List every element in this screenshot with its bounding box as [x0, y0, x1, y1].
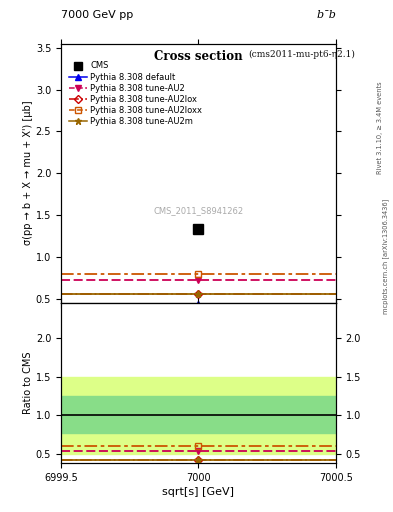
- Text: 7000 GeV pp: 7000 GeV pp: [61, 10, 133, 20]
- Text: CMS_2011_S8941262: CMS_2011_S8941262: [153, 206, 244, 215]
- Text: mcplots.cern.ch [arXiv:1306.3436]: mcplots.cern.ch [arXiv:1306.3436]: [382, 198, 389, 314]
- Text: Rivet 3.1.10, ≥ 3.4M events: Rivet 3.1.10, ≥ 3.4M events: [377, 82, 384, 174]
- Bar: [61, 396, 336, 433]
- Legend: CMS, Pythia 8.308 default, Pythia 8.308 tune-AU2, Pythia 8.308 tune-AU2lox, Pyth: CMS, Pythia 8.308 default, Pythia 8.308 …: [68, 60, 203, 127]
- Text: Cross section: Cross section: [154, 50, 243, 63]
- Bar: [61, 376, 336, 454]
- X-axis label: sqrt[s] [GeV]: sqrt[s] [GeV]: [162, 487, 235, 497]
- Y-axis label: Ratio to CMS: Ratio to CMS: [23, 352, 33, 414]
- Y-axis label: σ(pp → b + X → mu + X') [μb]: σ(pp → b + X → mu + X') [μb]: [23, 101, 33, 245]
- Text: (cms2011-mu-pt6-η2.1): (cms2011-mu-pt6-η2.1): [248, 50, 355, 59]
- Text: b¯b: b¯b: [316, 10, 336, 20]
